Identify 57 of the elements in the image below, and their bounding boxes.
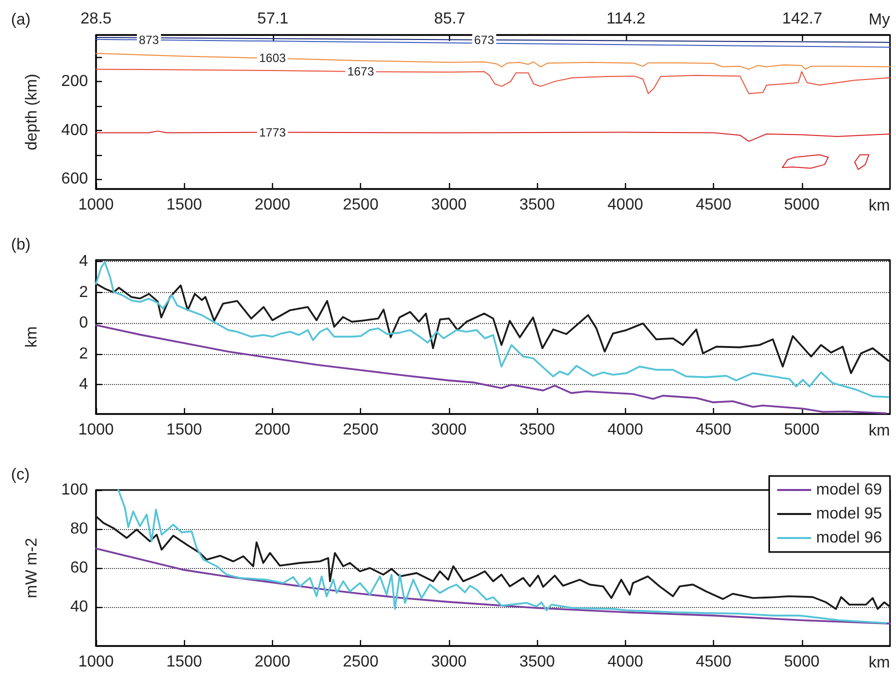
chart-title: (a) [11,12,31,28]
y-tick-label: 600 [61,170,88,188]
x-tick-label: 3000 [431,422,467,438]
y-tick-label: 200 [61,72,88,90]
x2-tick-label: 28.5 [80,10,112,28]
x2-axis-title: My [868,12,890,28]
x-tick-label: 3500 [519,196,556,214]
y-tick-label: 0 [79,314,88,332]
y-tick-label: 80 [70,520,88,538]
x-tick-label: 3000 [431,196,467,214]
x-tick-label: 1000 [78,422,114,438]
x-tick-label: 1000 [78,196,114,214]
x2-tick-label: 85.7 [434,10,466,28]
x-tick-label: 3000 [431,654,467,670]
x-tick-label: 1500 [166,654,202,670]
y-axis-title: depth (km) [24,74,40,150]
x-tick-label: 2500 [342,654,379,670]
x-tick-label: 2500 [342,422,379,438]
x-tick-label: 1000 [78,654,114,670]
legend-label: model 95 [816,506,882,522]
x-axis-title: km [868,422,890,440]
x-axis-title: km [868,654,890,672]
x2-tick-label: 142.7 [782,10,822,28]
x-tick-label: 4000 [608,422,644,438]
x-tick-label: 3500 [519,422,556,438]
y-tick-label: 2 [79,284,88,301]
y-axis-title: km [24,326,40,348]
chart-title: (b) [11,236,31,254]
y-tick-label: 400 [61,122,88,139]
x-tick-label: 5000 [784,196,820,214]
y-tick-label: 4 [79,253,88,270]
y-tick-label: 60 [70,560,88,576]
legend-label: model 69 [816,482,882,498]
x-tick-label: 2000 [254,654,290,670]
x-axis-title: km [868,198,890,214]
legend-label: model 96 [816,530,882,546]
x-tick-label: 2000 [254,196,290,214]
y-axis-title: mW m-2 [24,538,40,598]
x-tick-label: 2500 [342,196,379,214]
chart-title: (c) [11,466,30,484]
x-tick-label: 4500 [696,654,732,670]
y-tick-label: 40 [70,598,88,616]
x2-tick-label: 114.2 [606,10,646,28]
x2-tick-label: 57.1 [257,10,289,28]
y-tick-label: 100 [61,482,88,498]
x-tick-label: 5000 [784,654,820,670]
x-tick-label: 1500 [166,196,202,214]
x-tick-label: 4000 [608,654,644,670]
x-tick-label: 4500 [696,196,732,214]
x-tick-label: 4500 [696,422,732,438]
y-tick-label: 2 [79,345,88,362]
x-tick-label: 3500 [519,654,556,670]
x-tick-label: 1500 [166,422,202,438]
x-tick-label: 4000 [608,196,644,214]
x-tick-label: 5000 [784,422,820,438]
x-tick-label: 2000 [254,422,290,438]
y-tick-label: 4 [79,376,88,394]
